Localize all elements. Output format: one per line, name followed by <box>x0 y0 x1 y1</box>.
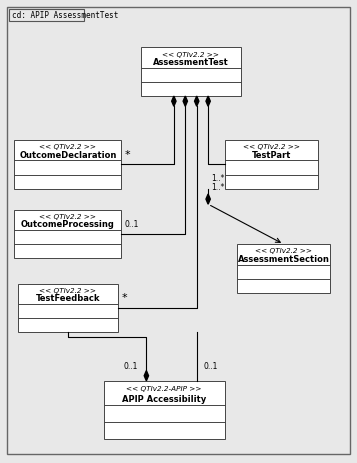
Text: << QTIv2.2 >>: << QTIv2.2 >> <box>255 248 312 254</box>
Polygon shape <box>195 96 199 106</box>
Text: 1..*: 1..* <box>212 174 225 182</box>
Text: << QTIv2.2 >>: << QTIv2.2 >> <box>39 213 96 219</box>
Text: << QTIv2.2 >>: << QTIv2.2 >> <box>39 144 96 150</box>
Text: OutcomeProcessing: OutcomeProcessing <box>21 220 115 229</box>
Polygon shape <box>183 96 187 106</box>
Text: << QTIv2.2-APIP >>: << QTIv2.2-APIP >> <box>126 386 202 392</box>
Bar <box>141 47 241 96</box>
Text: TestPart: TestPart <box>252 151 291 160</box>
Bar <box>14 140 121 189</box>
Text: << QTIv2.2 >>: << QTIv2.2 >> <box>243 144 300 150</box>
Bar <box>237 244 330 293</box>
Bar <box>14 209 121 258</box>
Text: 1..*: 1..* <box>212 183 225 192</box>
Text: TestFeedback: TestFeedback <box>36 294 100 303</box>
Text: 0..1: 0..1 <box>125 220 139 229</box>
Polygon shape <box>206 194 210 204</box>
Text: *: * <box>121 293 127 303</box>
Text: cd: APIP AssessmentTest: cd: APIP AssessmentTest <box>12 11 119 19</box>
Polygon shape <box>172 96 176 106</box>
Polygon shape <box>206 96 210 106</box>
Text: << QTIv2.2 >>: << QTIv2.2 >> <box>39 288 96 294</box>
Bar <box>18 283 118 332</box>
Text: 0..1: 0..1 <box>123 362 137 371</box>
Polygon shape <box>144 370 149 381</box>
Text: AssessmentSection: AssessmentSection <box>238 255 330 264</box>
Text: *: * <box>125 150 131 160</box>
Bar <box>225 140 318 189</box>
Text: OutcomeDeclaration: OutcomeDeclaration <box>19 151 116 160</box>
Text: << QTIv2.2 >>: << QTIv2.2 >> <box>162 51 220 57</box>
Bar <box>9 9 84 21</box>
Text: AssessmentTest: AssessmentTest <box>153 58 229 67</box>
Text: 0..1: 0..1 <box>204 362 218 371</box>
Text: APIP Accessibility: APIP Accessibility <box>122 394 206 404</box>
Bar <box>104 381 225 439</box>
